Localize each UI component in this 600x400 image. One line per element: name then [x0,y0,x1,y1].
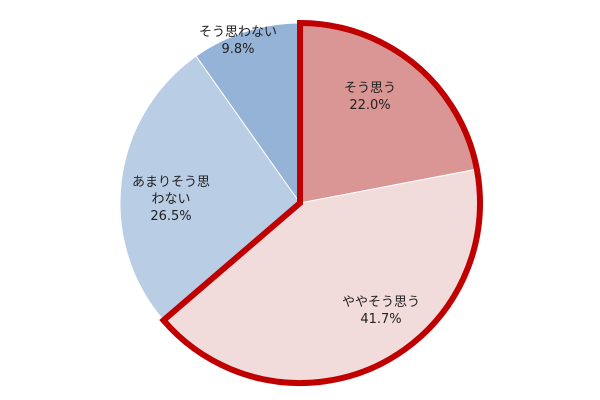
slice-name-line: ややそう思う [341,295,420,310]
slice-name-line: そう思う [343,81,396,96]
slice-label-yaya-sou-omou: ややそう思う 41.7% [326,294,436,328]
slice-label-amari-sou-omowanai: あまりそう思 わない 26.5% [116,174,226,225]
slice-value: 9.8% [221,42,255,57]
pie-slice-2 [119,55,301,322]
pie-slice-3 [195,22,301,205]
slice-name-line: わない [151,192,191,207]
slice-value: 22.0% [349,98,391,113]
slice-label-sou-omowanai: そう思わない 9.8% [183,24,293,58]
slice-name-line: そう思わない [198,25,277,40]
slice-name-line: あまりそう思 [131,175,210,190]
slice-value: 26.5% [150,209,192,224]
highlight-outline [159,19,483,386]
slice-label-sou-omou: そう思う 22.0% [325,80,415,114]
slice-value: 41.7% [360,312,402,327]
